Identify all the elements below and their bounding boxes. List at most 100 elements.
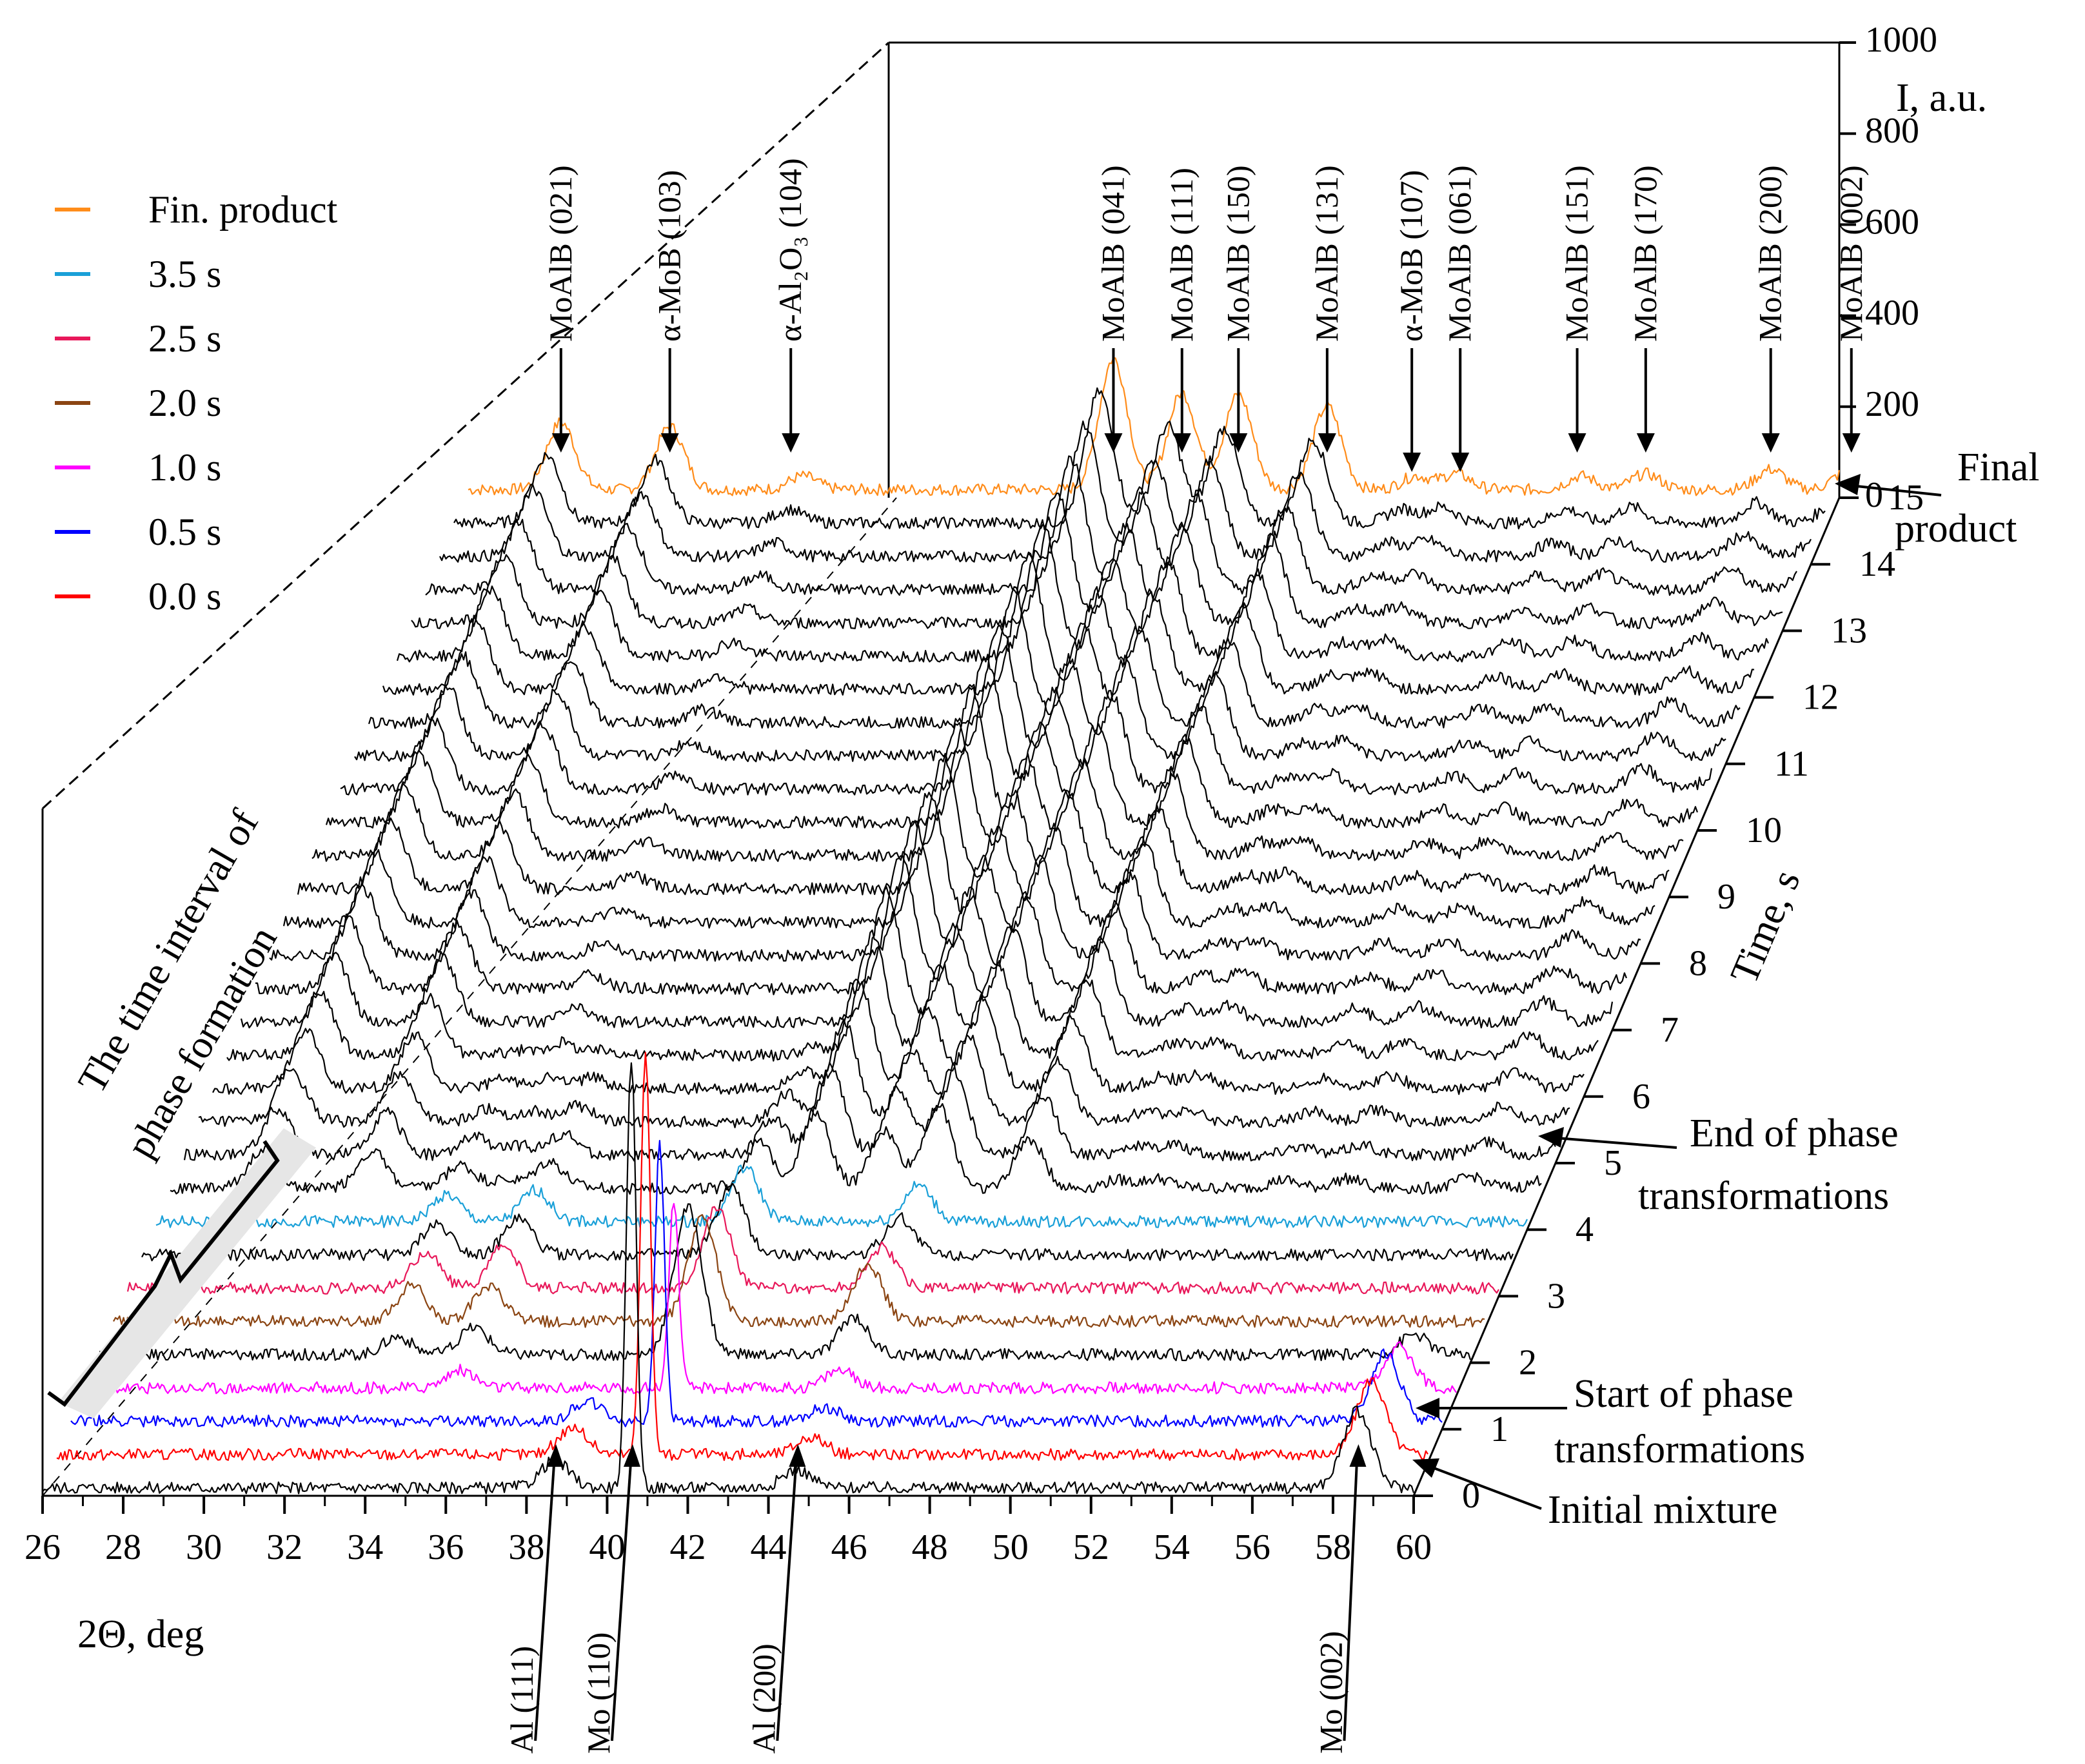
y-tick-label: 800 (1865, 111, 1919, 151)
z-tick-label: 8 (1689, 943, 1707, 983)
x-tick-label: 46 (831, 1527, 867, 1567)
trace-t-14-5-s (453, 387, 1826, 530)
start-phase-label-2: transformations (1554, 1427, 1805, 1471)
trace-t-11-5-s (368, 586, 1741, 729)
peak-label-top: MoAlB (111) (1163, 168, 1200, 342)
x-tick-label: 54 (1154, 1527, 1190, 1567)
start-phase-arrowhead (1416, 1398, 1439, 1418)
legend-label: 2.0 s (148, 382, 221, 424)
trace-t-13-5-s (425, 455, 1797, 596)
trace-t-13-s (411, 492, 1783, 629)
trace-t-6-5-s (226, 929, 1599, 1062)
peak-label-bottom: Mo (110) (580, 1632, 617, 1754)
trace-t-4-5-s (170, 1102, 1542, 1195)
x-tick-label: 58 (1315, 1527, 1351, 1567)
x-tick-label: 42 (669, 1527, 706, 1567)
x-tick-label: 32 (266, 1527, 302, 1567)
x-tick-label: 50 (993, 1527, 1029, 1567)
z-tick-label: 11 (1774, 744, 1809, 784)
initial-mixture-arrow (1421, 1462, 1542, 1510)
trace-t-8-s (269, 820, 1641, 962)
peak-label-bottom: Mo (002) (1312, 1631, 1349, 1754)
x-axis: 26 28 30 32 34 36 38 40 42 44 46 48 50 52 54 56 58 60 (25, 1496, 1432, 1567)
x-tick-label: 60 (1396, 1527, 1432, 1567)
x-tick-label: 48 (912, 1527, 948, 1567)
y-axis-title: I, a.u. (1896, 76, 1987, 120)
z-tick-label: 15 (1888, 478, 1924, 518)
peak-label-bottom: Al (111) (504, 1646, 540, 1754)
trace-fin-product (468, 357, 1841, 496)
trace-t-8-5-s (282, 791, 1655, 929)
peak-label-top: MoAlB (061) (1441, 165, 1477, 342)
y-tick-label: 400 (1865, 293, 1919, 333)
y-axis: 0 200 400 600 800 1000 (1839, 20, 1937, 515)
peak-labels-top: MoAlB (021) α-MoB (103) α-Al₂O₃ (104) MoAlB… (542, 158, 1869, 472)
x-axis-title: 2Θ, deg (77, 1612, 204, 1656)
z-tick-label: 10 (1746, 810, 1782, 850)
x-tick-label: 56 (1234, 1527, 1270, 1567)
trace-t-14-s (439, 420, 1812, 563)
bottom-peak-arrow (610, 1453, 633, 1741)
x-tick-label: 44 (751, 1527, 787, 1567)
trace-t-2-s (99, 1203, 1472, 1362)
peak-label-top: α-MoB (107) (1393, 170, 1429, 342)
x-tick-label: 52 (1073, 1527, 1109, 1567)
peak-arrowhead (1318, 433, 1336, 453)
initial-mixture-label: Initial mixture (1548, 1488, 1777, 1532)
x-tick-label: 30 (186, 1527, 222, 1567)
trace-1-0-s (84, 1202, 1457, 1395)
z-tick-label: 2 (1519, 1343, 1537, 1383)
bottom-peak-arrow (776, 1453, 798, 1741)
z-tick-label: 13 (1831, 611, 1867, 651)
x-tick-label: 34 (347, 1527, 383, 1567)
legend: Fin. product 3.5 s 2.5 s 2.0 s 1.0 s 0.5 s 0.0… (55, 188, 338, 618)
peak-arrowhead (1451, 453, 1470, 472)
trace-t-10-s (325, 687, 1699, 829)
peak-arrowhead (1403, 453, 1421, 472)
trace-t-9-5-s (311, 721, 1684, 862)
bottom-peak-arrow (1343, 1453, 1359, 1741)
x-tick-label: 28 (105, 1527, 141, 1567)
legend-label: Fin. product (148, 188, 338, 231)
trace-t-11-s (354, 624, 1726, 763)
peak-arrowhead (1229, 433, 1248, 453)
trace-t-9-s (297, 752, 1670, 896)
trace-t-6-s (212, 978, 1585, 1095)
x-tick-label: 26 (25, 1527, 61, 1567)
peak-arrowhead (660, 433, 679, 453)
trace-2-0-s (113, 1214, 1485, 1328)
trace-t-7-s (240, 886, 1614, 1029)
peak-arrowhead (1761, 433, 1780, 453)
initial-mixture-arrowhead (1412, 1458, 1439, 1478)
end-phase-arrowhead (1538, 1127, 1564, 1148)
legend-label: 1.0 s (148, 446, 221, 489)
final-product-arrowhead (1835, 474, 1861, 495)
final-product-label-1: Final (1957, 446, 2039, 489)
end-phase-label-2: transformations (1638, 1174, 1889, 1218)
peak-arrowhead (1104, 433, 1123, 453)
z-tick-label: 1 (1490, 1409, 1508, 1449)
z-tick-label: 6 (1632, 1077, 1650, 1117)
trace-t-12-s (382, 553, 1755, 696)
bottom-peak-arrow (534, 1453, 557, 1741)
peak-arrowhead (1842, 433, 1861, 453)
bottom-peak-arrowhead (623, 1444, 640, 1467)
bottom-peak-arrowhead (789, 1444, 806, 1467)
z-tick-label: 5 (1604, 1143, 1622, 1183)
z-tick-label: 14 (1859, 544, 1895, 584)
z-tick-label: 4 (1576, 1210, 1594, 1250)
peak-label-top: MoAlB (131) (1309, 165, 1345, 342)
annotations: Final product End of phase transformatio… (47, 446, 2039, 1532)
z-tick-label: 12 (1803, 678, 1839, 718)
final-product-arrow (1844, 484, 1942, 496)
peak-label-top: MoAlB (041) (1094, 165, 1131, 342)
peak-label-top: α-Al₂O₃ (104) (772, 158, 808, 342)
peak-arrowhead (1568, 433, 1586, 453)
peak-label-top: MoAlB (021) (542, 165, 578, 342)
z-axis-line (1412, 497, 1841, 1496)
z-tick-label: 7 (1661, 1010, 1679, 1050)
start-phase-label-1: Start of phase (1574, 1372, 1793, 1416)
legend-label: 2.5 s (148, 317, 221, 360)
final-product-label-2: product (1895, 507, 2017, 551)
trace-t-3-5-s (141, 1182, 1514, 1262)
